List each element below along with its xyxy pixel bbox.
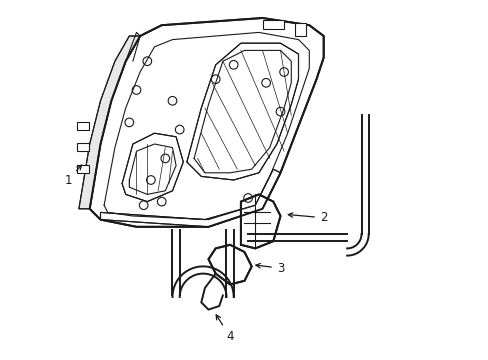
Polygon shape	[122, 133, 183, 202]
Text: 2: 2	[287, 211, 327, 224]
Bar	[262, 20, 284, 29]
Bar	[77, 143, 88, 151]
Polygon shape	[101, 169, 280, 227]
Bar	[294, 23, 305, 36]
Bar	[77, 165, 88, 173]
Polygon shape	[208, 245, 251, 284]
Polygon shape	[241, 194, 280, 248]
Text: 4: 4	[216, 315, 233, 343]
Text: 1: 1	[64, 165, 81, 186]
Bar	[77, 122, 88, 130]
Text: 3: 3	[255, 262, 284, 275]
Polygon shape	[79, 36, 140, 209]
Polygon shape	[186, 43, 298, 180]
Polygon shape	[89, 18, 323, 227]
